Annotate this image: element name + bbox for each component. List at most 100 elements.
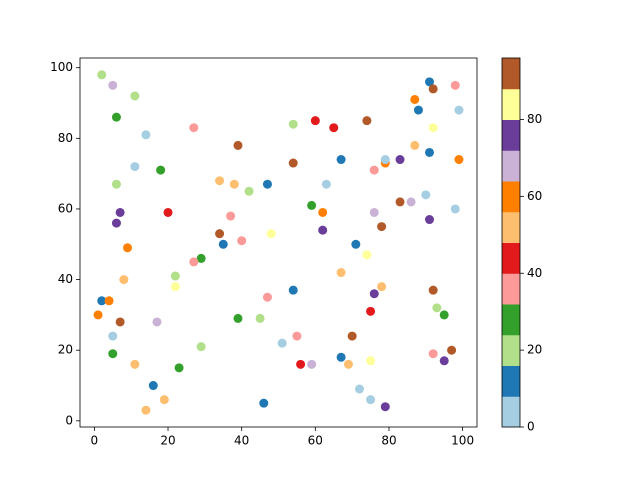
scatter-point — [428, 84, 438, 94]
scatter-point — [355, 384, 365, 394]
scatter-point — [410, 94, 420, 104]
colorbar-tick-label: 0 — [527, 420, 535, 434]
scatter-point — [450, 80, 460, 90]
scatter-point — [377, 222, 387, 232]
scatter-point — [266, 229, 276, 239]
colorbar-segment — [502, 334, 520, 366]
scatter-point — [424, 77, 434, 87]
scatter-point — [421, 190, 431, 200]
scatter-point — [454, 155, 464, 165]
scatter-point — [310, 116, 320, 126]
scatter-point — [152, 317, 162, 327]
scatter-point — [262, 292, 272, 302]
scatter-point — [318, 207, 328, 217]
colorbar-segment — [502, 119, 520, 151]
colorbar-segment — [502, 181, 520, 213]
scatter-point — [174, 363, 184, 373]
scatter-point — [377, 282, 387, 292]
scatter-point — [163, 207, 173, 217]
scatter-point — [424, 215, 434, 225]
y-tick-label: 20 — [58, 343, 73, 357]
scatter-point — [97, 296, 107, 306]
colorbar-tick-label: 80 — [527, 112, 542, 126]
scatter-point — [141, 405, 151, 415]
scatter-point — [196, 253, 206, 263]
colorbar-segment — [502, 365, 520, 397]
scatter-point — [292, 331, 302, 341]
scatter-point — [351, 239, 361, 249]
scatter-point — [119, 275, 129, 285]
scatter-point — [410, 140, 420, 150]
scatter-point — [233, 313, 243, 323]
x-tick-label: 80 — [381, 434, 396, 448]
scatter-point — [189, 123, 199, 133]
scatter-point — [189, 257, 199, 267]
scatter-point — [439, 310, 449, 320]
colorbar-segment — [502, 88, 520, 120]
scatter-point — [170, 282, 180, 292]
scatter-point — [130, 91, 140, 101]
scatter-point — [93, 310, 103, 320]
scatter-point — [380, 155, 390, 165]
scatter-point — [159, 395, 169, 405]
scatter-point — [255, 313, 265, 323]
scatter-point — [111, 112, 121, 122]
scatter-point — [156, 165, 166, 175]
axes-frame — [79, 57, 478, 428]
scatter-point — [347, 331, 357, 341]
scatter-point — [215, 176, 225, 186]
x-tick-label: 40 — [234, 434, 249, 448]
scatter-point — [424, 147, 434, 157]
scatter-point — [395, 197, 405, 207]
colorbar-tick-label: 20 — [527, 343, 542, 357]
scatter-point — [111, 179, 121, 189]
x-tick-label: 60 — [308, 434, 323, 448]
scatter-point — [428, 285, 438, 295]
scatter-point — [366, 306, 376, 316]
scatter-point — [366, 395, 376, 405]
scatter-point — [318, 225, 328, 235]
scatter-point — [366, 356, 376, 366]
colorbar-segment — [502, 150, 520, 182]
scatter-point — [237, 236, 247, 246]
colorbar-segment — [502, 58, 520, 90]
scatter-point — [307, 200, 317, 210]
scatter-point — [288, 119, 298, 129]
scatter-point — [259, 398, 269, 408]
scatter-point — [454, 105, 464, 115]
scatter-point — [244, 186, 254, 196]
scatter-point — [226, 211, 236, 221]
scatter-point — [447, 345, 457, 355]
scatter-point — [380, 402, 390, 412]
colorbar-segment — [502, 273, 520, 305]
y-tick-label: 100 — [50, 60, 73, 74]
y-tick-label: 40 — [58, 272, 73, 286]
scatter-point — [336, 352, 346, 362]
scatter-point — [450, 204, 460, 214]
scatter-point — [111, 218, 121, 228]
x-tick-label: 100 — [451, 434, 474, 448]
scatter-point — [362, 116, 372, 126]
scatter-point — [343, 359, 353, 369]
scatter-point — [170, 271, 180, 281]
scatter-point — [369, 207, 379, 217]
scatter-point — [108, 80, 118, 90]
colorbar-segment — [502, 242, 520, 274]
x-tick-label: 20 — [160, 434, 175, 448]
scatter-point — [97, 70, 107, 80]
scatter-point — [369, 289, 379, 299]
scatter-point — [307, 359, 317, 369]
scatter-point — [395, 155, 405, 165]
scatter-point — [115, 207, 125, 217]
scatter-point — [288, 158, 298, 168]
scatter-point — [321, 179, 331, 189]
scatter-point — [406, 197, 416, 207]
scatter-point — [428, 123, 438, 133]
scatter-point — [196, 342, 206, 352]
y-tick-label: 60 — [58, 201, 73, 215]
scatter-point — [329, 123, 339, 133]
scatter-point — [432, 303, 442, 313]
scatter-point — [336, 155, 346, 165]
